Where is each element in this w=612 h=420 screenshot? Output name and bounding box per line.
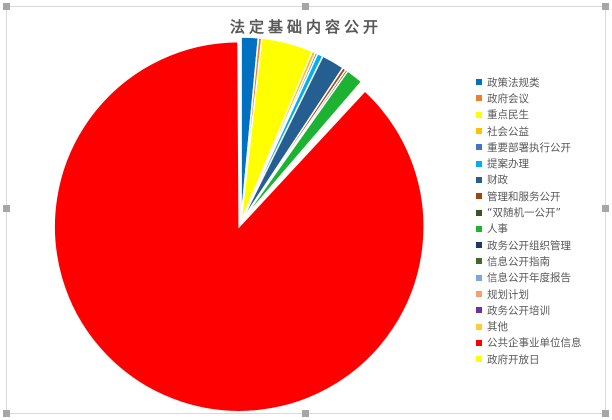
legend-label: 政务公开组织管理 [487,239,571,252]
legend-swatch [476,193,482,200]
legend-item[interactable]: 社会公益 [476,123,582,139]
legend-item[interactable]: 人事 [476,221,582,237]
legend-swatch [476,225,482,232]
legend-swatch [476,356,482,363]
resize-handle[interactable] [302,3,309,10]
legend-item[interactable]: 信息公开年度报告 [476,270,582,286]
legend-item[interactable]: 政策法规类 [476,74,582,90]
legend-swatch [476,307,482,314]
resize-handle[interactable] [602,410,609,417]
legend-label: 重点民生 [487,109,529,122]
pie-slice[interactable] [240,84,368,223]
legend-item[interactable]: 政府开放日 [476,351,582,367]
legend-item[interactable]: “双随机一公开” [476,204,582,220]
legend-label: 政策法规类 [487,76,540,89]
resize-handle[interactable] [3,3,10,10]
legend-label: 重要部署执行公开 [487,141,571,154]
legend-item[interactable]: 政府会议 [476,90,582,106]
legend-swatch [476,258,482,265]
legend-label: 政务公开培训 [487,304,550,317]
legend-swatch [476,160,482,167]
legend-swatch [476,323,482,330]
resize-handle[interactable] [602,205,609,212]
pie-slice[interactable] [239,36,242,223]
legend-label: 社会公益 [487,125,529,138]
legend-label: 人事 [487,223,508,236]
legend-item[interactable]: 管理和服务公开 [476,188,582,204]
pie-slice[interactable] [53,40,425,413]
legend-swatch [476,209,482,216]
legend-item[interactable]: 信息公开指南 [476,253,582,269]
legend-item[interactable]: 公共企事业单位信息 [476,335,582,351]
chart-title: 法定基础内容公开 [229,18,382,36]
resize-handle[interactable] [3,205,10,212]
legend-swatch [476,79,482,86]
legend-item[interactable]: 政务公开组织管理 [476,237,582,253]
resize-handle[interactable] [602,3,609,10]
legend-item[interactable]: 规划计划 [476,286,582,302]
legend-label: 其他 [487,321,508,334]
legend-swatch [476,144,482,151]
legend-label: 公共企事业单位信息 [487,337,582,350]
legend-item[interactable]: 财政 [476,172,582,188]
legend-label: “双随机一公开” [487,207,561,220]
legend-label: 政府会议 [487,92,529,105]
legend-swatch [476,274,482,281]
legend-label: 财政 [487,174,508,187]
legend-swatch [476,128,482,135]
legend-swatch [476,95,482,102]
legend-item[interactable]: 重点民生 [476,107,582,123]
resize-handle[interactable] [3,410,10,417]
legend-label: 信息公开年度报告 [487,272,571,285]
legend-item[interactable]: 重要部署执行公开 [476,139,582,155]
resize-handle[interactable] [302,410,309,417]
legend-label: 提案办理 [487,158,529,171]
legend-label: 信息公开指南 [487,255,550,268]
legend-label: 政府开放日 [487,353,540,366]
legend-label: 规划计划 [487,288,529,301]
legend-swatch [476,291,482,297]
legend-swatch [476,111,482,118]
legend-swatch [476,176,482,183]
legend-item[interactable]: 其他 [476,318,582,334]
legend-label: 管理和服务公开 [487,190,561,203]
legend: 政策法规类政府会议重点民生社会公益重要部署执行公开 提案办理财政管理和服务公开 “双… [476,74,582,367]
legend-item[interactable]: 政务公开培训 [476,302,582,318]
legend-swatch [476,242,482,249]
legend-swatch [476,339,482,346]
legend-item[interactable]: 提案办理 [476,155,582,171]
